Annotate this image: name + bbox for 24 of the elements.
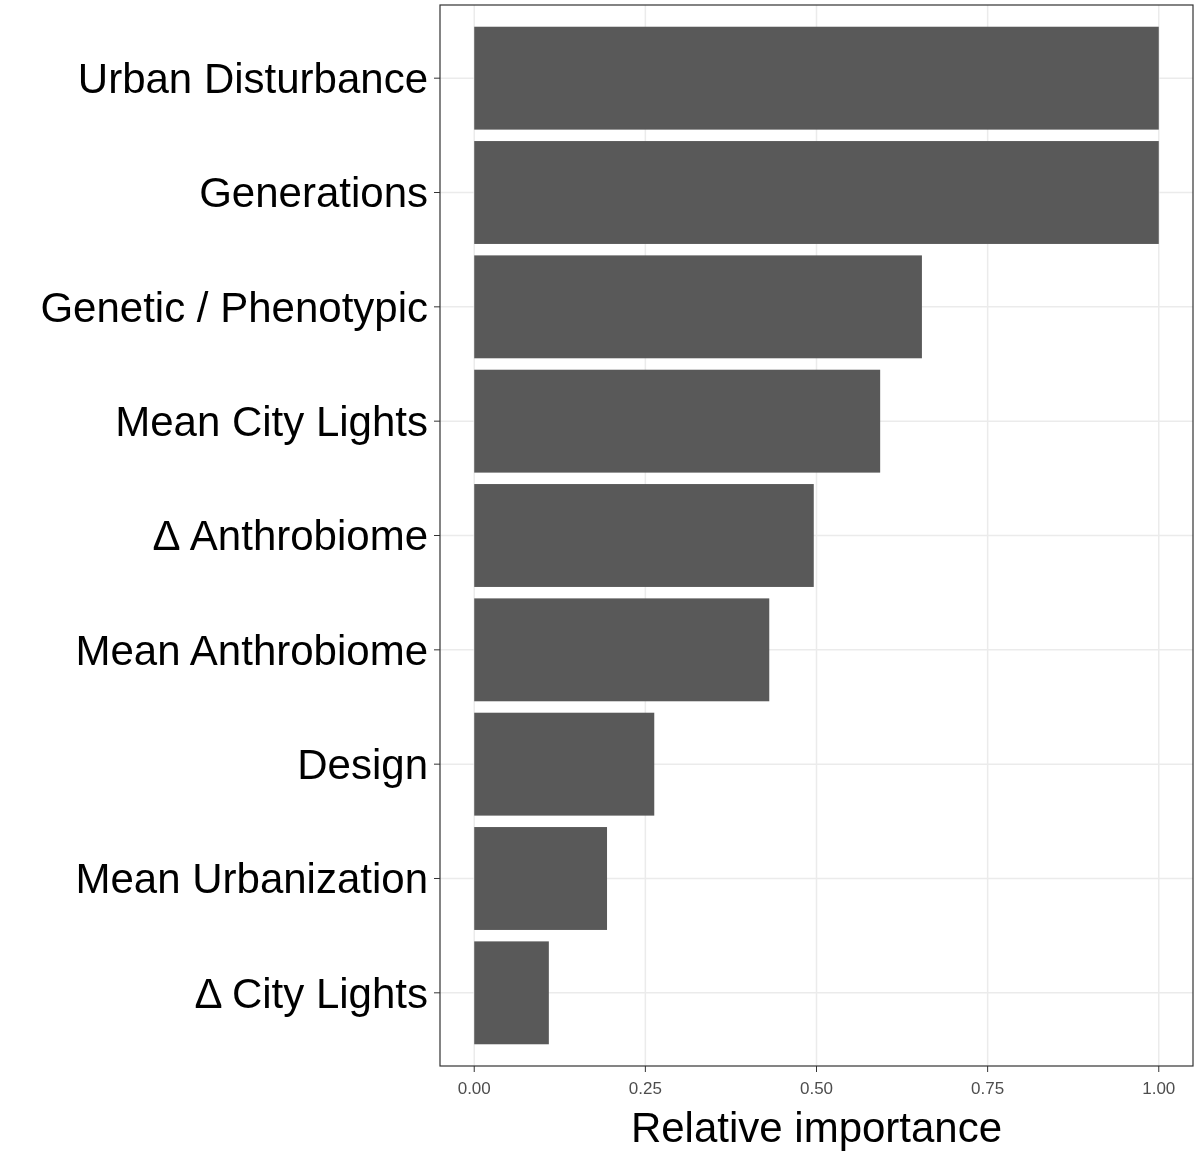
y-tick-label: Urban Disturbance: [77, 54, 428, 102]
x-tick-label: 1.00: [1142, 1079, 1176, 1098]
y-tick-label: Δ City Lights: [194, 969, 428, 1017]
bar: [474, 484, 814, 587]
y-tick-label: Genetic / Phenotypic: [40, 283, 428, 331]
bar: [474, 941, 549, 1045]
bar: [474, 255, 922, 359]
x-axis-title: Relative importance: [630, 1104, 1003, 1151]
x-tick-label: 0.00: [457, 1079, 491, 1098]
y-tick-label: Mean City Lights: [115, 397, 428, 445]
bar: [474, 141, 1159, 244]
y-tick-label: Design: [297, 740, 428, 788]
x-tick-label: 0.25: [628, 1079, 662, 1098]
bar: [474, 598, 770, 702]
y-tick-label: Mean Anthrobiome: [75, 626, 428, 674]
y-tick-label: Δ Anthrobiome: [152, 512, 428, 560]
bar: [474, 369, 881, 473]
bar: [474, 712, 655, 816]
bar: [474, 827, 608, 930]
y-tick-label: Mean Urbanization: [75, 855, 428, 903]
x-tick-label: 0.50: [799, 1079, 834, 1098]
y-tick-label: Generations: [199, 169, 428, 217]
bar: [474, 26, 1159, 130]
x-tick-label: 0.75: [971, 1079, 1005, 1098]
